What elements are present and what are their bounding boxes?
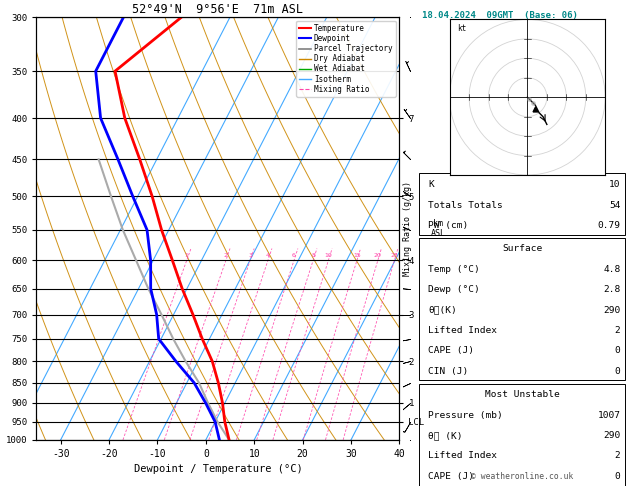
- Text: Lifted Index: Lifted Index: [428, 451, 497, 460]
- Text: 0: 0: [615, 472, 620, 481]
- Text: 15: 15: [353, 253, 361, 259]
- Text: CIN (J): CIN (J): [428, 367, 468, 376]
- Bar: [420, 173, 625, 235]
- Text: 2.8: 2.8: [603, 285, 620, 294]
- Text: Totals Totals: Totals Totals: [428, 201, 503, 209]
- Text: 2: 2: [615, 451, 620, 460]
- Text: 1: 1: [185, 253, 189, 259]
- Text: 2: 2: [224, 253, 228, 259]
- Text: CAPE (J): CAPE (J): [428, 472, 474, 481]
- Bar: [420, 384, 625, 486]
- Text: 18.04.2024  09GMT  (Base: 06): 18.04.2024 09GMT (Base: 06): [421, 11, 577, 20]
- Text: θᴄ(K): θᴄ(K): [428, 306, 457, 314]
- Title: 52°49'N  9°56'E  71m ASL: 52°49'N 9°56'E 71m ASL: [133, 3, 303, 16]
- Text: 4: 4: [266, 253, 270, 259]
- Text: 4.8: 4.8: [603, 265, 620, 274]
- Text: 0: 0: [615, 367, 620, 376]
- Text: 6: 6: [292, 253, 296, 259]
- Text: 10: 10: [325, 253, 332, 259]
- Text: 2: 2: [615, 326, 620, 335]
- Y-axis label: km
ASL: km ASL: [431, 219, 446, 238]
- Text: 10: 10: [609, 180, 620, 189]
- Text: Dewp (°C): Dewp (°C): [428, 285, 480, 294]
- Text: PW (cm): PW (cm): [428, 221, 468, 230]
- Text: θᴄ (K): θᴄ (K): [428, 431, 462, 440]
- Text: 0.79: 0.79: [598, 221, 620, 230]
- Text: Most Unstable: Most Unstable: [485, 390, 559, 399]
- Text: Pressure (mb): Pressure (mb): [428, 411, 503, 419]
- Text: 290: 290: [603, 306, 620, 314]
- Text: © weatheronline.co.uk: © weatheronline.co.uk: [471, 472, 573, 481]
- Text: 1007: 1007: [598, 411, 620, 419]
- Text: 0: 0: [615, 347, 620, 355]
- Bar: [420, 238, 625, 381]
- Text: 25: 25: [391, 253, 398, 259]
- Text: Lifted Index: Lifted Index: [428, 326, 497, 335]
- Text: 20: 20: [374, 253, 382, 259]
- Text: K: K: [428, 180, 434, 189]
- X-axis label: Dewpoint / Temperature (°C): Dewpoint / Temperature (°C): [133, 465, 303, 474]
- Text: 54: 54: [609, 201, 620, 209]
- Text: Mixing Ratio (g/kg): Mixing Ratio (g/kg): [403, 181, 411, 276]
- Text: Surface: Surface: [502, 244, 542, 253]
- Text: 8: 8: [311, 253, 315, 259]
- Text: CAPE (J): CAPE (J): [428, 347, 474, 355]
- Text: 3: 3: [248, 253, 252, 259]
- Legend: Temperature, Dewpoint, Parcel Trajectory, Dry Adiabat, Wet Adiabat, Isotherm, Mi: Temperature, Dewpoint, Parcel Trajectory…: [296, 21, 396, 97]
- Text: Temp (°C): Temp (°C): [428, 265, 480, 274]
- Text: 290: 290: [603, 431, 620, 440]
